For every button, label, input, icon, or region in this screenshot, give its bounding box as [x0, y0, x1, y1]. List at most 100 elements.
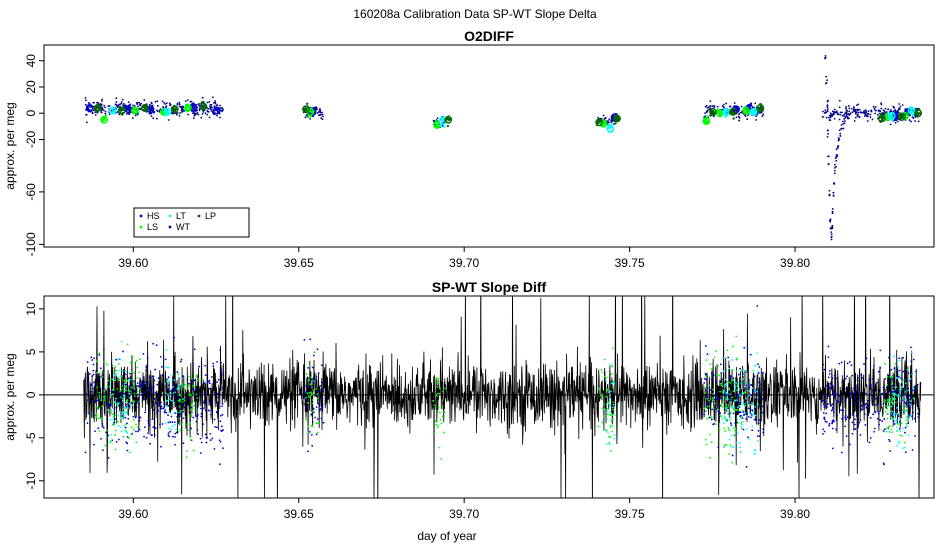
slope-diff-point-ls — [440, 359, 443, 361]
o2diff-point-wt — [843, 122, 846, 125]
slope-diff-point-ls — [191, 407, 194, 410]
slope-diff-point-lt — [119, 426, 122, 429]
slope-diff-point-lt — [896, 444, 899, 447]
slope-diff-point-lt — [178, 383, 181, 386]
o2diff-point-wt — [869, 116, 872, 118]
slope-diff-point-hs — [907, 394, 910, 397]
slope-diff-point-hs — [703, 404, 706, 407]
slope-diff-point-ls — [433, 404, 436, 407]
slope-diff-point-ls — [99, 417, 102, 420]
o2diff-point-lp — [614, 122, 617, 125]
slope-diff-point-hs — [195, 420, 198, 423]
o2diff-y-tick-label: -60 — [24, 183, 38, 201]
o2diff-point-lp — [760, 106, 764, 110]
slope-diff-point-hs — [864, 403, 867, 406]
slope-diff-point-hs — [761, 411, 764, 414]
o2diff-point-ls — [310, 110, 314, 114]
o2diff-point-ls — [437, 124, 440, 127]
o2diff-point-wt — [602, 114, 605, 117]
slope-diff-point-hs — [868, 405, 871, 408]
slope-diff-point-hs — [168, 435, 170, 438]
o2diff-point-wt — [898, 111, 900, 114]
slope-diff-point-ls — [98, 396, 101, 399]
o2diff-marker-lp — [897, 113, 906, 122]
slope-diff-point-hs — [708, 416, 711, 419]
o2diff-point-wt — [876, 113, 879, 116]
slope-diff-point-hs — [314, 394, 316, 397]
o2diff-y-tick-label: 20 — [24, 80, 38, 94]
slope-diff-point-ls — [720, 405, 723, 408]
o2diff-point-wt — [910, 120, 912, 123]
slope-diff-point-hs — [144, 426, 146, 429]
o2diff-point-wt — [853, 120, 856, 122]
slope-diff-point-ls — [601, 407, 604, 409]
o2diff-point-wt — [761, 115, 764, 117]
slope-diff-point-hs — [717, 398, 719, 401]
o2diff-point-wt — [883, 110, 886, 113]
slope-diff-point-lt — [897, 394, 900, 396]
slope-diff-point-lt — [904, 410, 907, 413]
slope-diff-point-hs — [98, 353, 101, 356]
slope-diff-point-hs — [830, 386, 833, 388]
slope-diff-point-ls — [316, 397, 319, 400]
slope-diff-point-lt — [728, 388, 731, 391]
slope-diff-point-hs — [753, 375, 756, 378]
slope-diff-point-ls — [726, 349, 729, 352]
o2diff-marker-ls — [702, 117, 711, 125]
slope-diff-point-lt — [128, 378, 131, 381]
slope-diff-point-ls — [177, 400, 180, 402]
slope-diff-point-ls — [888, 425, 891, 427]
slope-diff-point-ls — [132, 400, 134, 403]
slope-diff-point-ls — [130, 371, 133, 373]
slope-diff-point-lt — [166, 405, 169, 408]
slope-diff-point-lt — [754, 452, 756, 455]
slope-diff-point-ls — [612, 401, 615, 404]
slope-diff-point-ls — [717, 365, 720, 368]
slope-diff-point-lt — [116, 372, 118, 375]
o2diff-point-wt — [832, 195, 835, 197]
o2diff-point-wt — [859, 111, 862, 114]
slope-diff-point-hs — [745, 384, 748, 387]
o2diff-x-tick-label: 39.65 — [284, 256, 314, 270]
slope-diff-point-hs — [717, 446, 720, 449]
slope-diff-point-hs — [213, 418, 216, 421]
slope-diff-point-hs — [174, 432, 177, 435]
slope-diff-point-lt — [117, 425, 120, 427]
slope-diff-point-ls — [729, 381, 732, 384]
slope-diff-point-ls — [437, 424, 440, 427]
slope-diff-point-hs — [219, 441, 222, 443]
slope-diff-point-hs — [139, 385, 142, 388]
o2diff-point-wt — [836, 146, 839, 149]
slope-diff-point-hs — [117, 382, 120, 385]
slope-diff-point-ls — [744, 403, 747, 405]
slope-diff-point-hs — [757, 381, 760, 384]
slope-diff-point-lt — [164, 422, 167, 425]
o2diff-point-wt — [755, 115, 757, 118]
o2diff-point-wt — [196, 111, 199, 114]
o2diff-point-wt — [709, 100, 712, 103]
o2diff-point-wt — [847, 104, 850, 107]
slope-diff-point-hs — [743, 346, 746, 349]
slope-diff-point-hs — [827, 345, 830, 348]
slope-diff-point-lt — [896, 426, 898, 428]
slope-diff-point-lt — [113, 400, 115, 403]
slope-diff-point-ls — [97, 417, 100, 420]
slope-diff-point-ls — [885, 430, 888, 433]
slope-diff-point-hs — [741, 417, 744, 420]
slope-diff-point-lt — [725, 420, 728, 423]
slope-diff-point-hs — [912, 389, 915, 392]
slope-diff-point-ls — [119, 396, 122, 399]
o2diff-point-lt — [610, 123, 613, 126]
legend-box — [133, 207, 250, 238]
slope-diff-point-hs — [102, 348, 105, 350]
o2diff-point-wt — [100, 111, 103, 114]
slope-diff-point-ls — [611, 418, 614, 421]
o2diff-panel: O2DIFF approx. per meg 39.60 39.65 39.70 39… — [3, 28, 935, 270]
slope-diff-point-hs — [131, 406, 134, 409]
slope-diff-point-lt — [891, 410, 894, 413]
slope-diff-point-ls — [437, 377, 440, 380]
slope-diff-point-hs — [129, 372, 131, 375]
o2diff-point-wt — [825, 75, 828, 78]
slope-diff-point-hs — [202, 423, 205, 426]
slope-diff-point-ls — [136, 376, 139, 379]
